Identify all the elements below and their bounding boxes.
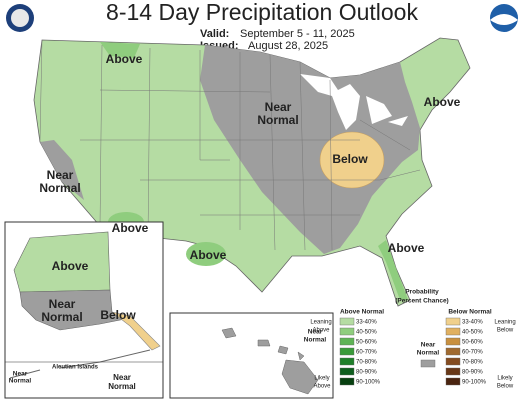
- legend-swatch: [339, 337, 355, 346]
- legend-near-title: Normal: [417, 350, 440, 357]
- aleutian-label: Near: [13, 371, 28, 378]
- legend-leaning: Leaning: [310, 320, 331, 326]
- legend-swatch: [339, 367, 355, 376]
- issued-date: August 28, 2025: [248, 40, 328, 52]
- title: 8-14 Day Precipitation Outlook: [106, 0, 418, 25]
- legend-bin: 60-70%: [462, 350, 483, 356]
- legend-swatch: [339, 377, 355, 386]
- region-label: Normal: [257, 113, 298, 127]
- state-lines: [39, 39, 421, 251]
- lakes: [300, 74, 408, 130]
- region-label: Near: [49, 297, 76, 311]
- legend-likely: Above: [313, 384, 331, 390]
- region-label: Above: [52, 259, 89, 273]
- aleutian-label: Normal: [108, 382, 136, 391]
- hawaii-islands: [221, 327, 319, 395]
- alaska-near: [19, 289, 132, 331]
- legend-leaning: Above: [312, 328, 330, 334]
- legend-swatch: [445, 327, 461, 336]
- fl-above-40: [378, 240, 408, 300]
- legend-bin: 33-40%: [356, 320, 377, 326]
- hawaii-label: Normal: [304, 337, 327, 344]
- aleutian-label: Normal: [9, 378, 32, 385]
- legend-bin: 80-90%: [462, 370, 483, 376]
- aleutian-label: Near: [113, 373, 131, 382]
- legend-bin: 60-70%: [356, 350, 377, 356]
- legend-bin: 50-60%: [356, 340, 377, 346]
- region-label: Normal: [39, 181, 80, 195]
- legend-swatch: [445, 317, 461, 326]
- region-label: Near: [265, 100, 292, 114]
- valid-label: Valid:: [200, 28, 229, 40]
- legend-likely: Likely: [497, 376, 512, 382]
- alaska-below: [111, 311, 161, 351]
- legend-above-title: Above Normal: [340, 309, 384, 316]
- legend-title: (Percent Chance): [395, 298, 448, 305]
- legend-swatch: [445, 347, 461, 356]
- legend-swatch: [339, 317, 355, 326]
- region-label: Above: [424, 95, 461, 109]
- legend-title: Probability: [405, 289, 439, 296]
- legend-swatch: [339, 327, 355, 336]
- hawaii-label: Near: [308, 329, 323, 336]
- legend-bin: 40-50%: [462, 330, 483, 336]
- tx-above-40: [186, 242, 226, 266]
- nw-above-50: [100, 42, 140, 58]
- legend-bin: 33-40%: [462, 320, 483, 326]
- legend-bin: 70-80%: [356, 360, 377, 366]
- legend-swatch: [445, 367, 461, 376]
- legend-swatch: [339, 357, 355, 366]
- region-label: Normal: [41, 310, 82, 324]
- valid-date: September 5 - 11, 2025: [240, 28, 355, 40]
- legend-bin: 80-90%: [356, 370, 377, 376]
- legend-likely: Below: [497, 384, 514, 390]
- legend-near-swatch: [420, 359, 436, 368]
- below-area: [319, 131, 385, 189]
- conus-near-normal: [200, 45, 420, 254]
- region-label: Near: [47, 168, 74, 182]
- legend-near-title: Near: [421, 342, 436, 349]
- legend-leaning: Below: [497, 328, 514, 334]
- legend-bin: 40-50%: [356, 330, 377, 336]
- region-label: Above: [112, 221, 149, 235]
- region-label: Below: [332, 152, 368, 166]
- noaa-logo-inner: [490, 14, 518, 25]
- region-label: Above: [388, 241, 425, 255]
- legend-likely: Likely: [314, 376, 329, 382]
- doc-logo-inner: [11, 9, 29, 27]
- legend-swatch: [339, 347, 355, 356]
- aleutian-title: Aleutian Islands: [52, 365, 99, 371]
- legend-swatch: [445, 337, 461, 346]
- legend-below-title: Below Normal: [448, 309, 492, 316]
- legend-bin: 50-60%: [462, 340, 483, 346]
- legend-bin: 70-80%: [462, 360, 483, 366]
- legend-swatch: [445, 357, 461, 366]
- legend-swatch: [445, 377, 461, 386]
- legend-bin: 90-100%: [462, 380, 487, 386]
- region-label: Above: [190, 248, 227, 262]
- ca-near-normal: [40, 140, 84, 200]
- legend-leaning: Leaning: [494, 320, 515, 326]
- region-label: Below: [100, 308, 136, 322]
- region-label: Above: [106, 52, 143, 66]
- legend-bin: 90-100%: [356, 380, 381, 386]
